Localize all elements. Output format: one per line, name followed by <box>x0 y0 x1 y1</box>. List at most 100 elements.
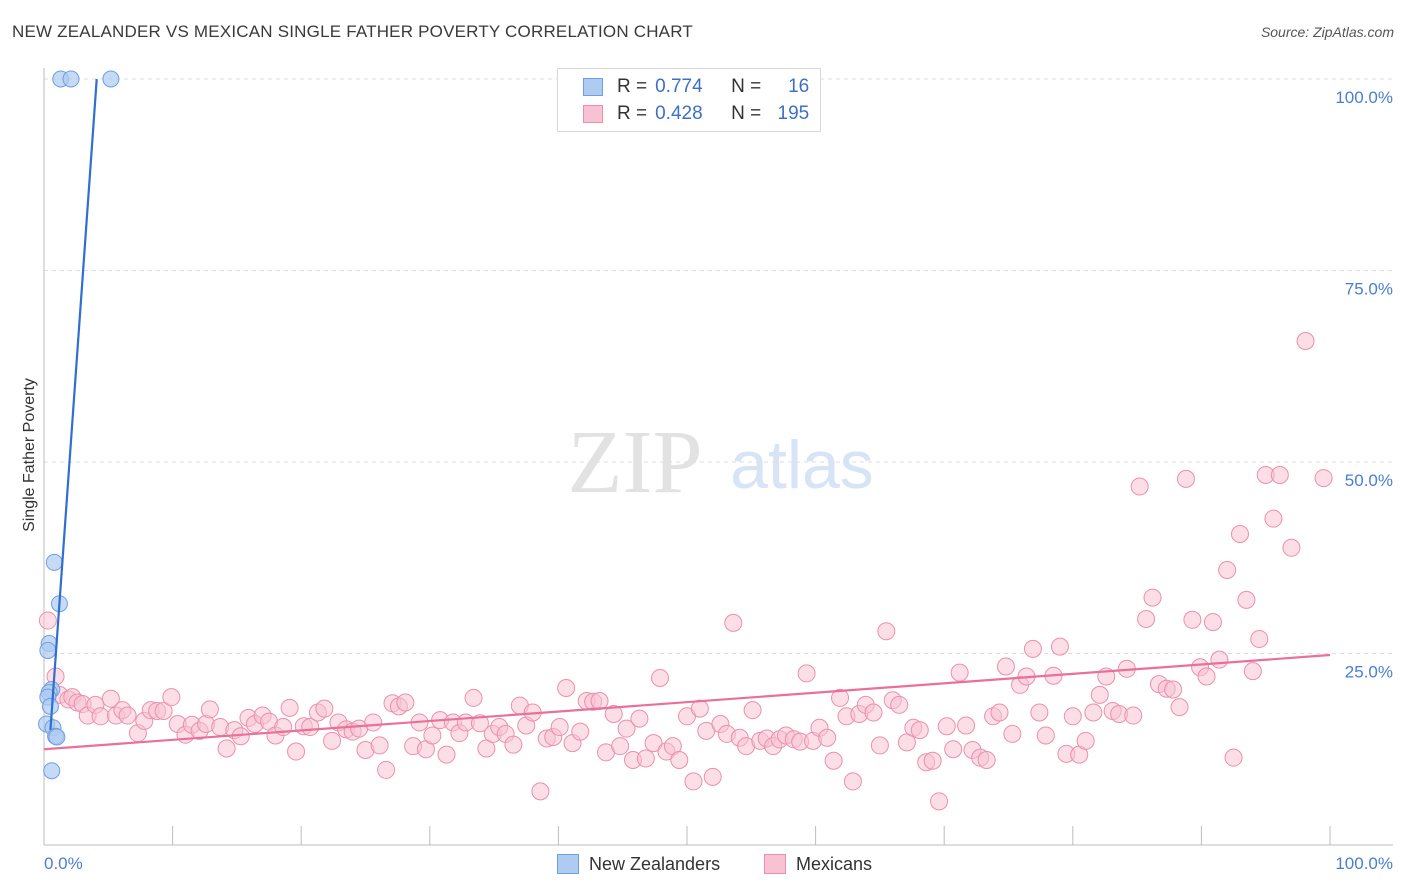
mexicans-point <box>531 782 550 801</box>
legend-r-value: 0.428 <box>655 103 703 124</box>
pink-swatch <box>583 105 603 123</box>
mexicans-point <box>910 721 929 740</box>
mexicans-point <box>154 701 173 720</box>
mexicans-point <box>280 698 299 717</box>
legend-row-new-zealanders: R = 0.774 N = 16 <box>558 74 809 100</box>
mexicans-point <box>818 728 837 747</box>
mexicans-point <box>1143 588 1162 607</box>
mexicans-point <box>1003 724 1022 743</box>
mexicans-point <box>1124 706 1143 725</box>
watermark: ZIP atlas <box>568 413 874 512</box>
mexicans-point <box>636 749 655 768</box>
mexicans-point <box>315 699 334 718</box>
mexicans-point <box>364 713 383 732</box>
legend-row-mexicans: R = 0.428 N = 195 <box>558 101 809 127</box>
mexicans-point <box>824 751 843 770</box>
mexicans-point <box>611 737 630 756</box>
mexicans-point <box>1023 639 1042 658</box>
new-zealanders-point <box>41 697 59 715</box>
mexicans-point <box>1203 613 1222 632</box>
mexicans-point <box>743 701 762 720</box>
mexicans-point <box>1130 477 1149 496</box>
new-zealanders-point <box>39 641 57 659</box>
mexicans-point <box>843 772 862 791</box>
mexicans-point <box>890 695 909 714</box>
mexicans-point <box>996 657 1015 676</box>
mexicans-point <box>1243 662 1262 681</box>
mexicans-point <box>38 611 57 630</box>
mexicans-point <box>217 739 236 758</box>
mexicans-point <box>571 722 590 741</box>
mexicans-point <box>1183 610 1202 629</box>
mexicans-point <box>1296 331 1315 350</box>
legend-n-label: N = <box>731 76 762 97</box>
mexicans-point <box>1314 469 1333 488</box>
blue-swatch <box>583 78 603 96</box>
y-tick-label: 50.0% <box>1345 471 1393 490</box>
mexicans-point <box>504 735 523 754</box>
mexicans-point <box>301 718 320 737</box>
mexicans-point <box>370 736 389 755</box>
mexicans-point <box>1224 748 1243 767</box>
mexicans-point <box>287 742 306 761</box>
mexicans-point <box>118 706 137 725</box>
legend-r-label: R = <box>617 103 648 124</box>
mexicans-point <box>1270 466 1289 485</box>
new-zealanders-point <box>45 553 63 571</box>
mexicans-point <box>101 689 120 708</box>
new-zealanders-point <box>43 762 61 780</box>
mexicans-point <box>1084 703 1103 722</box>
mexicans-point <box>1050 637 1069 656</box>
mexicans-point <box>557 678 576 697</box>
mexicans-point <box>923 751 942 770</box>
pink-legend-swatch <box>764 854 786 874</box>
mexicans-point <box>162 688 181 707</box>
y-axis-label: Single Father Poverty <box>21 378 38 532</box>
mexicans-point <box>1063 707 1082 726</box>
new-zealanders-point <box>102 70 120 88</box>
mexicans-point <box>617 719 636 738</box>
mexicans-point <box>377 760 396 779</box>
mexicans-point <box>930 792 949 811</box>
mexicans-point <box>650 669 669 688</box>
mexicans-point <box>870 736 889 755</box>
mexicans-point <box>396 693 415 712</box>
mexicans-point <box>464 688 483 707</box>
legend-series-name: New Zealanders <box>589 853 721 874</box>
mexicans-point <box>1230 525 1249 544</box>
y-tick-label: 25.0% <box>1345 663 1393 682</box>
mexicans-point <box>937 717 956 736</box>
mexicans-point <box>950 663 969 682</box>
gridlines <box>44 78 1393 654</box>
x-tick-label-end: 100.0% <box>1335 854 1393 873</box>
mexicans-point <box>864 703 883 722</box>
mexicans-point <box>1076 731 1095 750</box>
blue-legend-swatch <box>557 854 579 874</box>
watermark-atlas: atlas <box>730 427 874 503</box>
mexicans-point <box>1250 629 1269 648</box>
legend-n-value: 195 <box>777 103 810 124</box>
mexicans-point <box>200 700 219 719</box>
x-tick-label-start: 0.0% <box>44 854 83 873</box>
bottom-legend-new-zealanders: New Zealanders <box>557 852 720 876</box>
trendlines <box>43 78 1331 751</box>
mexicans-point <box>831 688 850 707</box>
mexicans-point <box>1197 667 1216 686</box>
mexicans-point <box>1218 561 1237 580</box>
mexicans-point <box>437 745 456 764</box>
mexicans-point <box>1210 650 1229 669</box>
mexicans-point <box>590 691 609 710</box>
stats-legend: R = 0.774 N = 16 R = 0.428 N = 195 <box>557 68 821 132</box>
mexicans-point <box>1237 590 1256 609</box>
y-tick-label: 75.0% <box>1345 280 1393 299</box>
source-label: Source: ZipAtlas.com <box>1260 24 1394 40</box>
mexicans-point <box>877 622 896 641</box>
tick-labels: 100.0% 75.0% 50.0% 25.0% 0.0% 100.0% <box>44 88 1393 873</box>
legend-r-label: R = <box>617 76 648 97</box>
new-zealanders-point <box>48 728 66 746</box>
legend-r-value: 0.774 <box>655 76 703 97</box>
mexicans-point <box>990 703 1009 722</box>
mexicans-point <box>1164 680 1183 699</box>
mexicans-trendline <box>43 653 1331 751</box>
